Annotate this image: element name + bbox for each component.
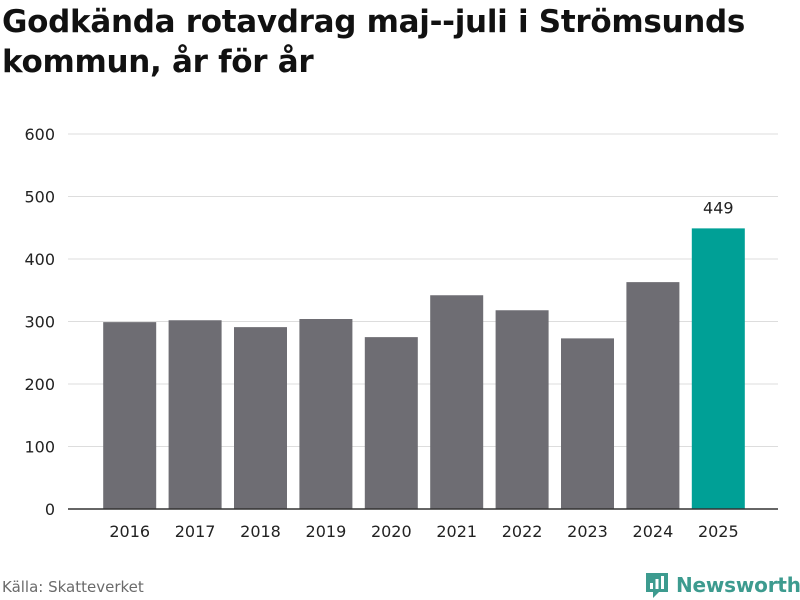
bar-2016 — [103, 322, 157, 509]
bar-2021 — [430, 295, 484, 509]
bar-2017 — [168, 320, 222, 509]
source-note: Källa: Skatteverket — [2, 578, 144, 596]
y-tick-label: 100 — [24, 438, 55, 457]
x-tick-label: 2018 — [240, 522, 281, 541]
bar-2023 — [561, 338, 614, 509]
x-tick-label: 2020 — [371, 522, 412, 541]
x-tick-label: 2019 — [306, 522, 347, 541]
bar-2022 — [495, 310, 549, 509]
x-tick-label: 2021 — [436, 522, 477, 541]
bar-2024 — [626, 282, 680, 509]
x-tick-label: 2024 — [633, 522, 674, 541]
brand-logo: Newsworthy — [644, 570, 800, 600]
data-label: 449 — [703, 198, 734, 217]
x-axis-tick-labels: 2016 2017 2018 2019 2020 2021 2022 2023 2024 2025 — [109, 522, 738, 541]
x-tick-label: 2017 — [175, 522, 216, 541]
data-labels: 449 — [703, 198, 734, 217]
y-tick-label: 600 — [24, 125, 55, 144]
x-tick-label: 2023 — [567, 522, 608, 541]
chart-title: Godkända rotavdrag maj--juli i Strömsund… — [2, 4, 746, 80]
bars — [103, 228, 745, 509]
y-tick-label: 300 — [24, 313, 55, 332]
bar-2018 — [234, 327, 287, 509]
x-tick-label: 2025 — [698, 522, 739, 541]
brand-name: Newsworthy — [676, 573, 800, 597]
bar-2020 — [364, 337, 418, 509]
y-tick-label: 200 — [24, 375, 55, 394]
x-tick-label: 2022 — [502, 522, 543, 541]
y-tick-label: 500 — [24, 188, 55, 207]
newsworthy-logo-icon — [646, 573, 668, 598]
x-tick-label: 2016 — [109, 522, 150, 541]
y-axis-tick-labels: 0 100 200 300 400 500 600 — [24, 125, 55, 519]
bar-2019 — [299, 319, 353, 509]
y-tick-label: 0 — [45, 500, 55, 519]
y-tick-label: 400 — [24, 250, 55, 269]
bar-2025 — [691, 228, 745, 509]
bar-chart: 0 100 200 300 400 500 600 2016 2017 2018 2019 2020… — [24, 125, 778, 541]
